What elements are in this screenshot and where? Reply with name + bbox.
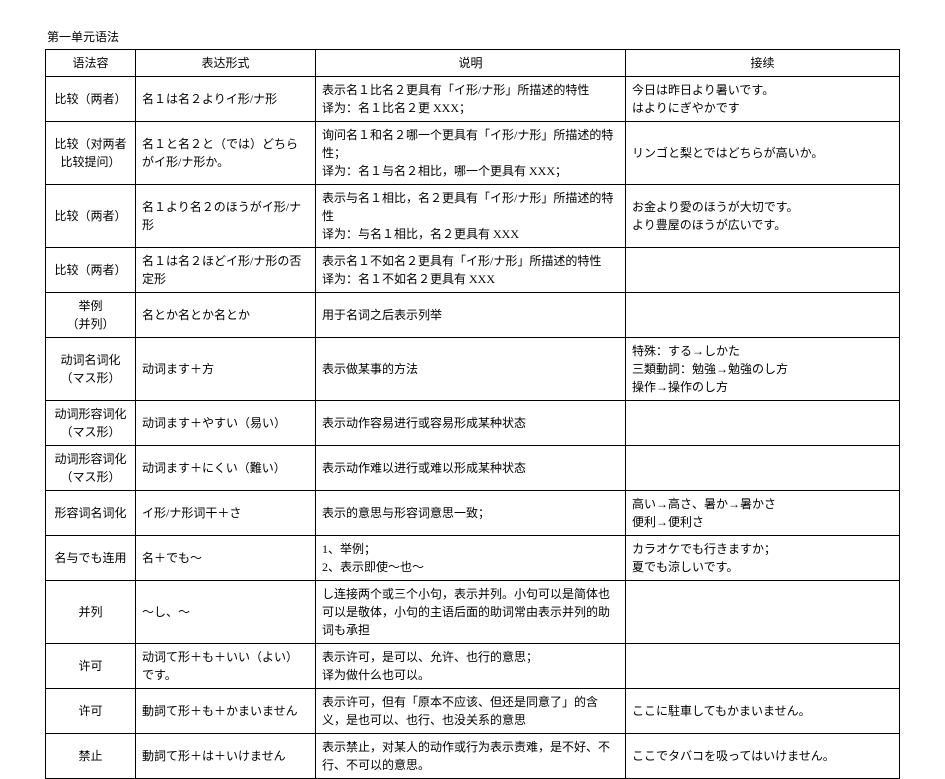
table-row: 举例（并列） 名とか名とか名とか 用于名词之后表示列举 <box>46 293 900 338</box>
cell-form: 动词ます＋やすい（易い） <box>136 401 316 446</box>
cell-explain: 表示名１比名２更具有「イ形/ナ形」所描述的特性译为：名１比名２更 XXX； <box>316 77 626 122</box>
cell-example: ここに駐車してもかまいません。 <box>626 689 900 734</box>
cell-example <box>626 293 900 338</box>
cell-explain: 1、举例；2、表示即使～也～ <box>316 536 626 581</box>
cell-topic: 动词形容词化（マス形） <box>46 401 136 446</box>
col-header-4: 接续 <box>626 50 900 77</box>
cell-topic: 禁止 <box>46 734 136 779</box>
cell-topic: 举例（并列） <box>46 293 136 338</box>
cell-example: ここでタバコを吸ってはいけません。 <box>626 734 900 779</box>
col-header-2: 表达形式 <box>136 50 316 77</box>
cell-topic: 比较（两者） <box>46 185 136 248</box>
cell-explain: 表示许可，是可以、允许、也行的意思；译为做什么也可以。 <box>316 644 626 689</box>
cell-topic: 比较（两者） <box>46 248 136 293</box>
cell-form: 名とか名とか名とか <box>136 293 316 338</box>
cell-example: 高い→高さ、暑か→暑かさ便利→便利さ <box>626 491 900 536</box>
cell-explain: 表示的意思与形容词意思一致； <box>316 491 626 536</box>
cell-topic: 名与でも连用 <box>46 536 136 581</box>
cell-topic: 动词形容词化（マス形） <box>46 446 136 491</box>
cell-example: お金より愛のほうが大切です。より豊屋のほうが広いです。 <box>626 185 900 248</box>
cell-form: 名＋でも～ <box>136 536 316 581</box>
cell-explain: 表示做某事的方法 <box>316 338 626 401</box>
table-row: 并列 ～し、～ し连接两个或三个小句，表示并列。小句可以是简体也可以是敬体，小句… <box>46 581 900 644</box>
table-row: 动词名词化（マス形） 动词ます＋方 表示做某事的方法 特殊：する→しかた三類動詞… <box>46 338 900 401</box>
cell-explain: 表示动作难以进行或难以形成某种状态 <box>316 446 626 491</box>
cell-form: ～し、～ <box>136 581 316 644</box>
cell-example: 今日は昨日より暑いです。はよりにぎやかです <box>626 77 900 122</box>
table-row: 动词形容词化（マス形） 动词ます＋にくい（難い） 表示动作难以进行或难以形成某种… <box>46 446 900 491</box>
col-header-3: 说明 <box>316 50 626 77</box>
cell-explain: 用于名词之后表示列举 <box>316 293 626 338</box>
cell-example <box>626 446 900 491</box>
table-row: 比较（两者） 名１は名２よりイ形/ナ形 表示名１比名２更具有「イ形/ナ形」所描述… <box>46 77 900 122</box>
table-row: 形容词名词化 イ形/ナ形词干＋さ 表示的意思与形容词意思一致； 高い→高さ、暑か… <box>46 491 900 536</box>
cell-explain: し连接两个或三个小句，表示并列。小句可以是简体也可以是敬体，小句的主语后面的助词… <box>316 581 626 644</box>
cell-form: 动词て形＋も＋いい（よい）です。 <box>136 644 316 689</box>
cell-example: カラオケでも行きますか；夏でも涼しいです。 <box>626 536 900 581</box>
table-row: 禁止 動詞て形＋は＋いけません 表示禁止，对某人的动作或行为表示责难，是不好、不… <box>46 734 900 779</box>
cell-explain: 表示许可，但有「原本不应该、但还是同意了」的含义，是也可以、也行、也没关系的意思 <box>316 689 626 734</box>
table-row: 比较（对两者比较提问） 名１と名２と（では）どちらがイ形/ナ形か。 询问名１和名… <box>46 122 900 185</box>
cell-form: 名１と名２と（では）どちらがイ形/ナ形か。 <box>136 122 316 185</box>
cell-form: 動詞て形＋は＋いけません <box>136 734 316 779</box>
cell-topic: 形容词名词化 <box>46 491 136 536</box>
cell-form: 動詞て形＋も＋かまいません <box>136 689 316 734</box>
cell-explain: 表示名１不如名２更具有「イ形/ナ形」所描述的特性译为：名１不如名２更具有 XXX <box>316 248 626 293</box>
header-row: 语法容 表达形式 说明 接续 <box>46 50 900 77</box>
cell-topic: 动词名词化（マス形） <box>46 338 136 401</box>
cell-example: 特殊：する→しかた三類動詞：勉強→勉強のし方操作→操作のし方 <box>626 338 900 401</box>
cell-explain: 表示禁止，对某人的动作或行为表示责难，是不好、不行、不可以的意思。 <box>316 734 626 779</box>
cell-topic: 比较（对两者比较提问） <box>46 122 136 185</box>
cell-form: イ形/ナ形词干＋さ <box>136 491 316 536</box>
table-row: 许可 動詞て形＋も＋かまいません 表示许可，但有「原本不应该、但还是同意了」的含… <box>46 689 900 734</box>
cell-example <box>626 581 900 644</box>
cell-topic: 比较（两者） <box>46 77 136 122</box>
cell-explain: 表示动作容易进行或容易形成某种状态 <box>316 401 626 446</box>
grammar-table: 语法容 表达形式 说明 接续 比较（两者） 名１は名２よりイ形/ナ形 表示名１比… <box>45 49 900 779</box>
cell-example <box>626 248 900 293</box>
cell-form: 名１より名２のほうがイ形/ナ形 <box>136 185 316 248</box>
cell-form: 动词ます＋方 <box>136 338 316 401</box>
table-row: 比较（两者） 名１より名２のほうがイ形/ナ形 表示与名１相比，名２更具有「イ形/… <box>46 185 900 248</box>
cell-example <box>626 401 900 446</box>
table-row: 许可 动词て形＋も＋いい（よい）です。 表示许可，是可以、允许、也行的意思；译为… <box>46 644 900 689</box>
cell-example: リンゴと梨とではどちらが高いか。 <box>626 122 900 185</box>
cell-topic: 许可 <box>46 689 136 734</box>
table-row: 比较（两者） 名１は名２ほどイ形/ナ形の否定形 表示名１不如名２更具有「イ形/ナ… <box>46 248 900 293</box>
table-row: 名与でも连用 名＋でも～ 1、举例；2、表示即使～也～ カラオケでも行きますか；… <box>46 536 900 581</box>
table-body: 比较（两者） 名１は名２よりイ形/ナ形 表示名１比名２更具有「イ形/ナ形」所描述… <box>46 77 900 779</box>
cell-explain: 表示与名１相比，名２更具有「イ形/ナ形」所描述的特性译为：与名１相比，名２更具有… <box>316 185 626 248</box>
cell-topic: 并列 <box>46 581 136 644</box>
page-title: 第一单元语法 <box>45 28 900 45</box>
cell-example <box>626 644 900 689</box>
cell-form: 动词ます＋にくい（難い） <box>136 446 316 491</box>
col-header-1: 语法容 <box>46 50 136 77</box>
cell-topic: 许可 <box>46 644 136 689</box>
cell-form: 名１は名２よりイ形/ナ形 <box>136 77 316 122</box>
cell-explain: 询问名１和名２哪一个更具有「イ形/ナ形」所描述的特性；译为：名１与名２相比，哪一… <box>316 122 626 185</box>
cell-form: 名１は名２ほどイ形/ナ形の否定形 <box>136 248 316 293</box>
table-row: 动词形容词化（マス形） 动词ます＋やすい（易い） 表示动作容易进行或容易形成某种… <box>46 401 900 446</box>
